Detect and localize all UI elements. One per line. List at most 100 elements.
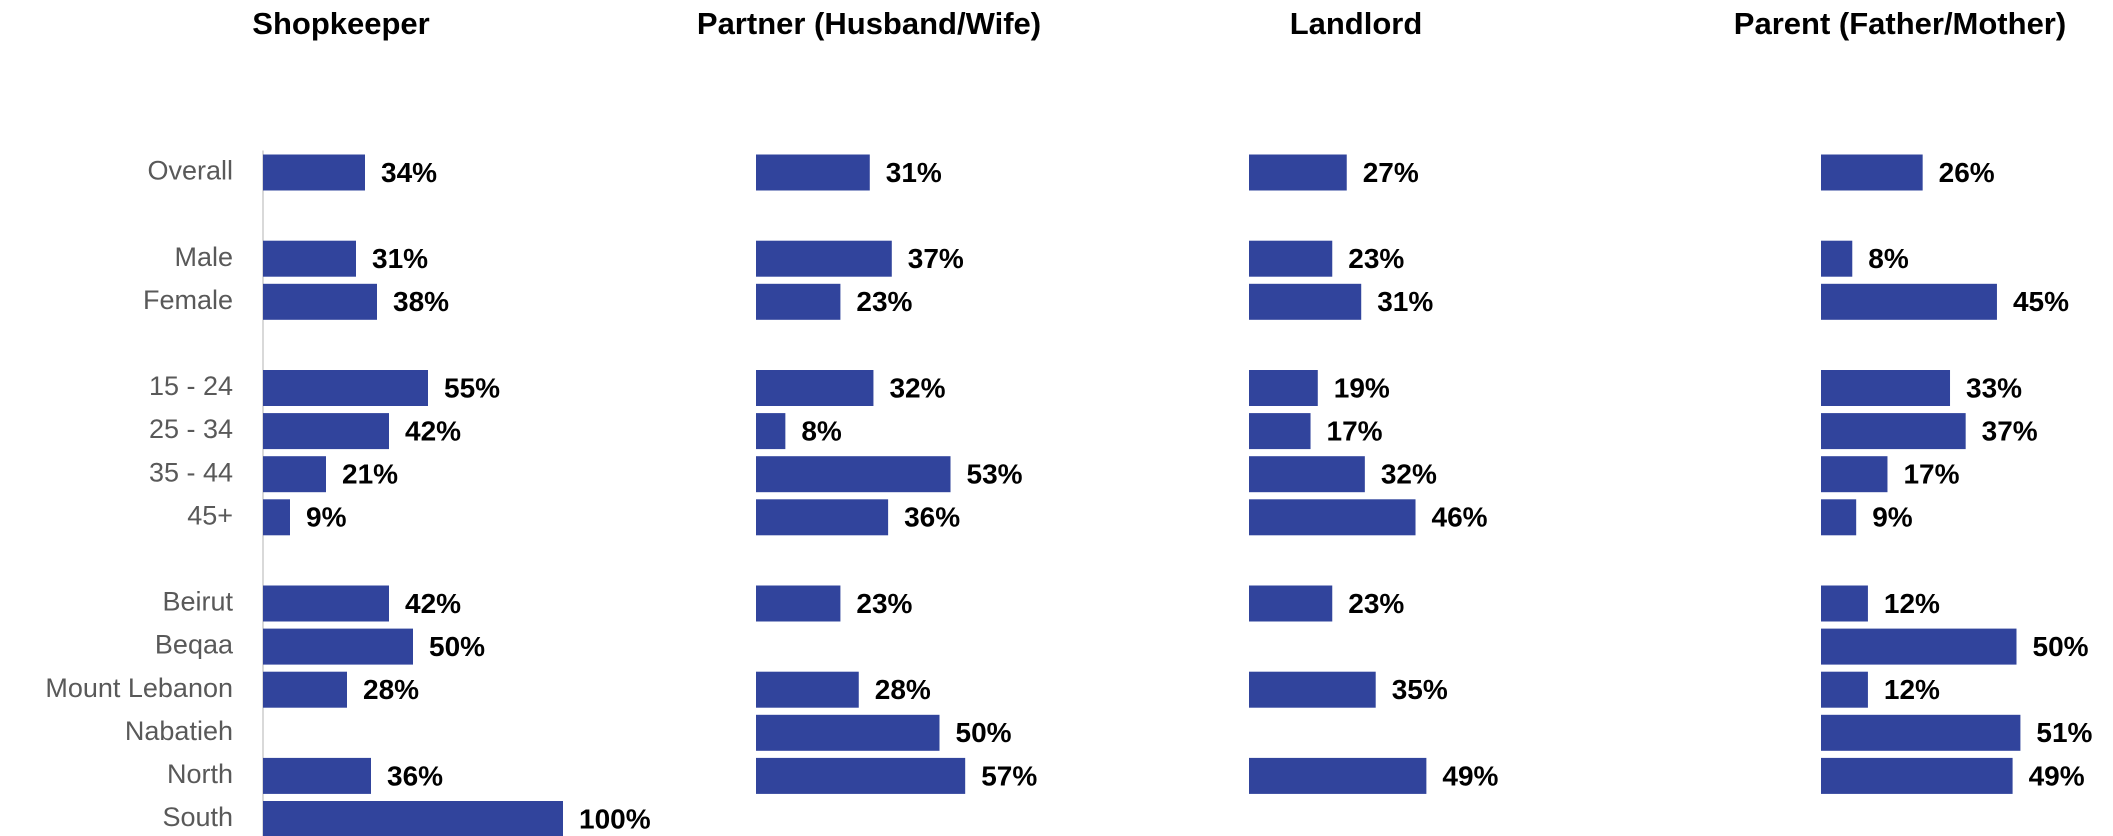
bar — [263, 585, 389, 622]
value-label: 28% — [363, 674, 419, 705]
value-label: 50% — [956, 717, 1012, 748]
category-label: Female — [143, 285, 233, 315]
value-label: 23% — [856, 286, 912, 317]
value-label: 49% — [2029, 760, 2085, 791]
value-label: 57% — [981, 760, 1037, 791]
bar — [1249, 240, 1333, 277]
value-label: 26% — [1939, 157, 1995, 188]
category-label: Mount Lebanon — [45, 673, 233, 703]
bar — [756, 413, 786, 450]
value-label: 37% — [1982, 415, 2038, 446]
bar — [756, 283, 841, 320]
bar — [756, 671, 859, 708]
chart-title: Partner (Husband/Wife) — [697, 6, 1041, 41]
bar — [1249, 585, 1333, 622]
value-label: 33% — [1966, 372, 2022, 403]
bar — [1821, 628, 2017, 665]
value-label: 8% — [801, 415, 842, 446]
bar — [756, 585, 841, 622]
value-label: 23% — [1348, 243, 1404, 274]
bar — [1249, 757, 1427, 794]
chart-title: Shopkeeper — [252, 6, 429, 41]
category-label: 15 - 24 — [149, 371, 233, 401]
value-label: 12% — [1884, 674, 1940, 705]
bar — [263, 499, 290, 536]
value-label: 31% — [886, 157, 942, 188]
category-label: 45+ — [187, 500, 233, 530]
bar — [1821, 499, 1857, 536]
bar — [263, 757, 371, 794]
bar — [1821, 757, 2013, 794]
category-label: North — [167, 759, 233, 789]
bar — [263, 283, 377, 320]
category-label: 35 - 44 — [149, 457, 233, 487]
bar — [1821, 671, 1868, 708]
bar — [756, 456, 951, 493]
value-label: 37% — [908, 243, 964, 274]
bar — [1821, 283, 1997, 320]
bar — [263, 154, 365, 191]
category-label: Overall — [147, 156, 233, 186]
bar — [1249, 499, 1416, 536]
value-label: 35% — [1392, 674, 1448, 705]
chart-title: Parent (Father/Mother) — [1734, 6, 2066, 41]
value-label: 8% — [1868, 243, 1909, 274]
bar — [1249, 283, 1362, 320]
value-label: 36% — [904, 502, 960, 533]
value-label: 19% — [1334, 372, 1390, 403]
bar — [756, 757, 966, 794]
value-label: 51% — [2036, 717, 2092, 748]
value-label: 46% — [1432, 502, 1488, 533]
bar — [1249, 154, 1347, 191]
bar — [263, 671, 347, 708]
bar — [1821, 154, 1923, 191]
bar — [756, 240, 892, 277]
value-label: 27% — [1363, 157, 1419, 188]
bar — [263, 456, 326, 493]
value-label: 36% — [387, 760, 443, 791]
value-label: 32% — [1381, 459, 1437, 490]
value-label: 32% — [889, 372, 945, 403]
category-label: Male — [174, 242, 233, 272]
bar — [756, 370, 874, 406]
value-label: 31% — [372, 243, 428, 274]
value-label: 45% — [2013, 286, 2069, 317]
value-label: 28% — [875, 674, 931, 705]
bar — [1821, 413, 1966, 450]
bar — [263, 240, 356, 277]
value-label: 50% — [429, 631, 485, 662]
value-label: 100% — [579, 803, 651, 834]
value-label: 9% — [1872, 502, 1913, 533]
value-label: 55% — [444, 372, 500, 403]
bar — [263, 413, 389, 450]
bar — [1249, 671, 1376, 708]
bar — [1821, 585, 1868, 622]
value-label: 31% — [1377, 286, 1433, 317]
value-label: 17% — [1327, 415, 1383, 446]
value-label: 23% — [1348, 588, 1404, 619]
category-label: South — [162, 802, 233, 832]
category-label: Beirut — [162, 587, 233, 617]
bar — [263, 370, 428, 406]
value-label: 21% — [342, 459, 398, 490]
bar — [1249, 370, 1318, 406]
bar — [756, 154, 870, 191]
bar — [1821, 370, 1951, 406]
value-label: 42% — [405, 415, 461, 446]
category-label: Beqaa — [155, 630, 234, 660]
bar — [1249, 413, 1311, 450]
value-label: 42% — [405, 588, 461, 619]
value-label: 17% — [1903, 459, 1959, 490]
bar — [263, 628, 413, 665]
value-label: 53% — [967, 459, 1023, 490]
value-label: 34% — [381, 157, 437, 188]
value-label: 38% — [393, 286, 449, 317]
value-label: 9% — [306, 502, 347, 533]
value-label: 49% — [1442, 760, 1498, 791]
bar — [1821, 714, 2021, 751]
bar — [1821, 456, 1888, 493]
bar — [756, 714, 940, 751]
chart-title: Landlord — [1290, 6, 1423, 41]
